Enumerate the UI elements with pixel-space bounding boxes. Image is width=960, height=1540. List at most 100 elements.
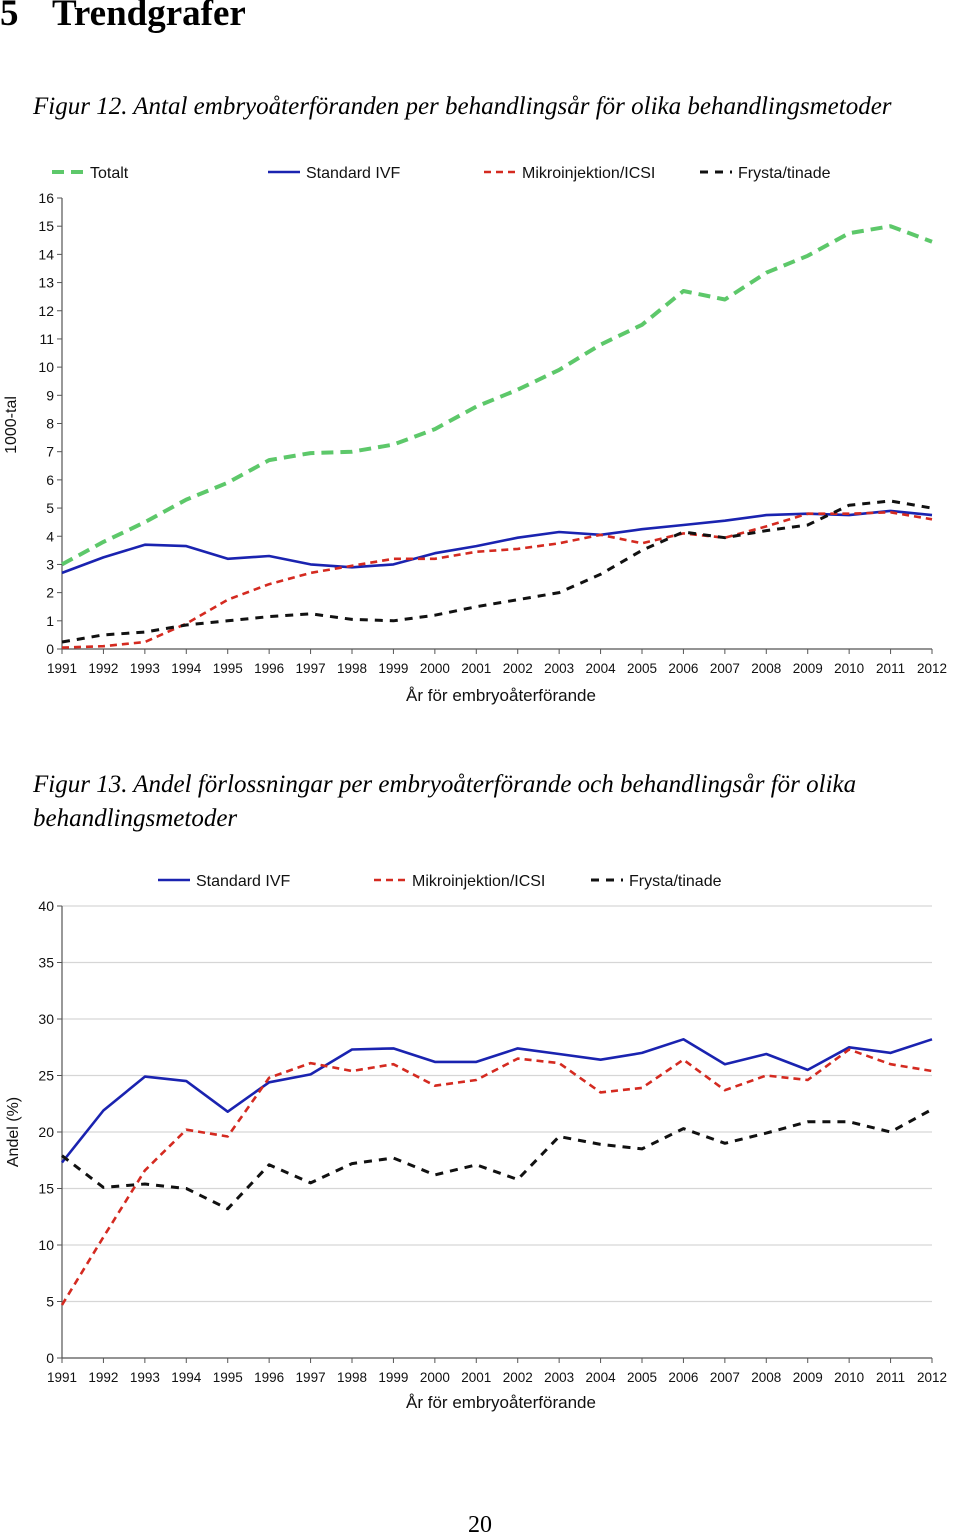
y-tick-label: 0 (46, 641, 54, 657)
x-tick-label: 1994 (171, 661, 202, 676)
legend-label: Frysta/tinade (738, 165, 831, 182)
legend-label: Frysta/tinade (629, 873, 722, 890)
x-tick-label: 2002 (503, 1370, 533, 1385)
x-tick-label: 1999 (378, 1370, 408, 1385)
y-tick-label: 14 (38, 246, 54, 262)
x-tick-label: 1993 (130, 1370, 160, 1385)
x-tick-label: 1998 (337, 661, 367, 676)
legend-label: Mikroinjektion/ICSI (412, 873, 545, 890)
legend-label: Standard IVF (196, 873, 291, 890)
x-tick-label: 2012 (917, 661, 947, 676)
x-tick-label: 2010 (834, 1370, 864, 1385)
x-tick-label: 2009 (793, 661, 823, 676)
x-tick-label: 1993 (130, 661, 160, 676)
chart-2-container: 0 5 10 15 20 25 30 35 40 1991 1992 1993 1994 1995 1996… (0, 860, 960, 1425)
series-line-frysta-tinade (61, 499, 933, 644)
y-tick-label: 15 (38, 1181, 54, 1197)
y-tick-label: 1 (46, 613, 54, 629)
x-tick-label: 1996 (254, 661, 284, 676)
y-tick-label: 0 (46, 1350, 54, 1366)
y-tick-label: 20 (38, 1124, 54, 1140)
y-tick-label: 8 (46, 416, 54, 432)
x-tick-label: 2008 (751, 1370, 781, 1385)
figure-13-caption-text: Andel förlossningar per embryoåterförand… (33, 771, 857, 832)
x-tick-label: 1997 (296, 1370, 326, 1385)
figure-12-caption: Figur 12. Antal embryoåterföranden per b… (33, 90, 943, 124)
legend-label: Totalt (90, 165, 129, 182)
figure-13-label: Figur 13. (33, 771, 128, 798)
series-line-standard-ivf (61, 509, 933, 575)
x-tick-label: 1996 (254, 1370, 284, 1385)
x-tick-label: 2008 (751, 661, 781, 676)
x-tick-label: 1992 (88, 1370, 118, 1385)
x-tick-label: 2010 (834, 661, 864, 676)
series-line-totalt (61, 224, 933, 567)
y-tick-label: 2 (46, 585, 54, 601)
x-tick-label: 2004 (586, 661, 617, 676)
y-tick-label: 13 (38, 275, 54, 291)
section-title: 5 Trendgrafer (0, 0, 246, 35)
y-tick-label: 30 (38, 1011, 54, 1027)
x-tick-label: 1999 (378, 661, 408, 676)
y-tick-label: 16 (38, 190, 54, 206)
y-tick-label: 3 (46, 556, 54, 572)
y-tick-label: 5 (46, 500, 54, 516)
y-axis-label: Andel (%) (5, 1097, 22, 1167)
series-line-standard-ivf (60, 1038, 933, 1164)
x-axis-label: År för embryoåterförande (406, 1393, 596, 1412)
y-tick-label: 40 (38, 898, 54, 914)
x-tick-label: 1997 (296, 661, 326, 676)
series-line-frysta-tinade (61, 1108, 933, 1211)
page-number: 20 (468, 1512, 492, 1538)
y-tick-label: 6 (46, 472, 54, 488)
x-tick-label: 2004 (586, 1370, 617, 1385)
y-tick-label: 25 (38, 1068, 54, 1084)
x-tick-label: 2000 (420, 1370, 450, 1385)
figure-13-caption: Figur 13. Andel förlossningar per embryo… (33, 768, 943, 836)
x-tick-label: 2011 (876, 1370, 905, 1385)
legend-label: Standard IVF (306, 165, 401, 182)
y-tick-label: 11 (39, 331, 54, 347)
x-tick-label: 2012 (917, 1370, 947, 1385)
x-tick-label: 1991 (47, 661, 77, 676)
x-tick-label: 2005 (627, 661, 657, 676)
figure-12-label: Figur 12. (33, 93, 128, 120)
y-tick-label: 5 (46, 1294, 54, 1310)
x-tick-label: 1994 (171, 1370, 202, 1385)
section-number: 5 (0, 0, 19, 34)
figure-12-caption-text: Antal embryoåterföranden per behandlings… (133, 93, 892, 120)
y-axis-label: 1000-tal (3, 396, 20, 454)
x-tick-label: 2006 (668, 1370, 698, 1385)
y-tick-label: 4 (46, 528, 54, 544)
y-tick-label: 10 (38, 1237, 54, 1253)
x-tick-label: 2000 (420, 661, 450, 676)
x-tick-label: 1992 (88, 661, 118, 676)
x-tick-label: 2005 (627, 1370, 657, 1385)
x-tick-label: 2011 (876, 661, 905, 676)
x-tick-label: 1998 (337, 1370, 367, 1385)
x-tick-label: 2006 (668, 661, 698, 676)
x-tick-label: 2007 (710, 1370, 740, 1385)
x-tick-label: 2007 (710, 661, 740, 676)
x-tick-label: 2002 (503, 661, 533, 676)
y-tick-label: 7 (46, 444, 54, 460)
x-tick-label: 2001 (461, 1370, 491, 1385)
x-tick-label: 1995 (213, 661, 243, 676)
x-tick-label: 1995 (213, 1370, 243, 1385)
x-tick-label: 2003 (544, 1370, 574, 1385)
chart-delivery-rate: 0 5 10 15 20 25 30 35 40 1991 1992 1993 1994 1995 1996… (5, 873, 947, 1412)
y-tick-label: 12 (38, 303, 54, 319)
legend-label: Mikroinjektion/ICSI (522, 165, 655, 182)
y-tick-label: 10 (38, 359, 54, 375)
section-title-text: Trendgrafer (52, 0, 246, 34)
series-line-mikroinjektion-icsi (60, 1048, 933, 1306)
y-tick-label: 15 (38, 218, 54, 234)
x-tick-label: 2009 (793, 1370, 823, 1385)
y-tick-label: 9 (46, 387, 54, 403)
x-tick-label: 2001 (461, 661, 491, 676)
x-tick-label: 2003 (544, 661, 574, 676)
x-tick-label: 1991 (47, 1370, 77, 1385)
series-line-mikroinjektion-icsi (61, 510, 933, 649)
chart-1-container: 0 1 2 3 4 5 6 7 8 9 10 11 12 13 14 15 16 1991 1992 1993 1994… (0, 150, 960, 725)
